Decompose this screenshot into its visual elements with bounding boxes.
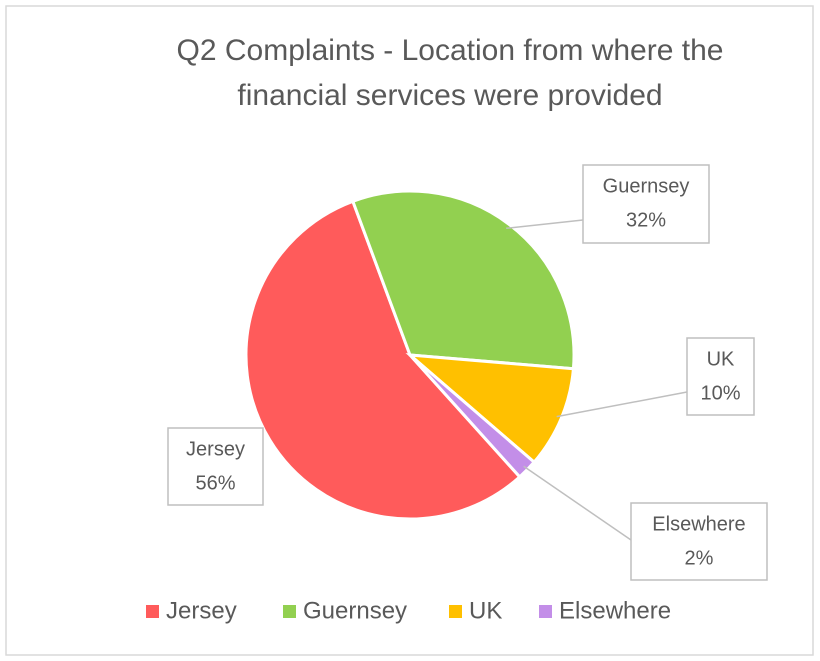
label-box	[167, 427, 264, 506]
leader-line	[506, 219, 584, 230]
label-category: UK	[707, 348, 735, 370]
label-value: 10%	[700, 382, 740, 404]
pie-slice	[244, 199, 522, 521]
pie-slice	[408, 353, 537, 479]
legend-label: Guernsey	[303, 597, 407, 624]
label-value: 56%	[195, 472, 235, 494]
leader-line	[523, 465, 632, 541]
label-category: Guernsey	[603, 175, 690, 197]
label-category: Elsewhere	[652, 513, 745, 535]
label-box	[686, 337, 755, 416]
legend-swatch	[283, 605, 296, 618]
pie-slice	[405, 353, 576, 465]
label-value: 32%	[626, 209, 666, 231]
legend-label: Elsewhere	[559, 597, 671, 624]
legend-swatch	[449, 605, 462, 618]
legend-label: Jersey	[166, 597, 237, 624]
label-box	[630, 502, 768, 581]
pie-slice	[350, 189, 576, 371]
label-value: 2%	[685, 547, 714, 569]
chart-title: Q2 Complaints - Location from where the f…	[177, 34, 724, 112]
legend-swatch	[539, 605, 552, 618]
legend-label: UK	[469, 597, 502, 624]
label-box	[582, 164, 710, 244]
leader-line	[556, 391, 688, 418]
legend-swatch	[146, 605, 159, 618]
label-category: Jersey	[186, 438, 245, 460]
